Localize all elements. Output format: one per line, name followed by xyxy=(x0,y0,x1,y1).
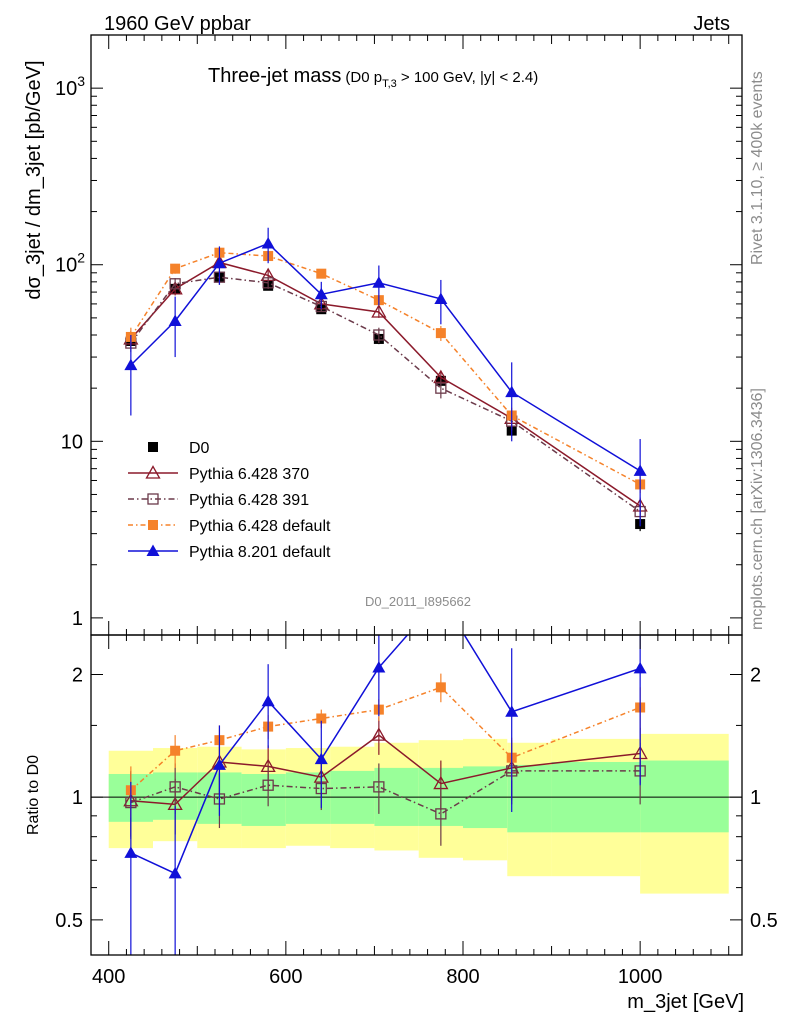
data-point xyxy=(168,314,182,327)
data-point xyxy=(314,287,328,300)
data-point xyxy=(212,256,226,269)
ratio-y-tick-label: 1 xyxy=(72,787,83,809)
svg-text:Rivet 3.1.10, ≥ 400k events: Rivet 3.1.10, ≥ 400k events xyxy=(749,71,766,265)
ratio-point xyxy=(261,694,275,707)
ratio-panel: 0.5 0.5 1 1 2 2 400 600 800 1000 xyxy=(55,634,778,988)
legend-label: Pythia 6.428 default xyxy=(189,518,331,535)
ratio-point xyxy=(435,808,447,820)
ratio-point xyxy=(316,713,327,724)
legend-item: Pythia 6.428 370 xyxy=(128,465,309,483)
ratio-point xyxy=(168,866,182,879)
data-point xyxy=(435,382,447,394)
ratio-point xyxy=(373,781,385,793)
rivet-version-label: Rivet 3.1.10, ≥ 400k events xyxy=(749,71,766,265)
data-point xyxy=(316,268,327,279)
ratio-y-tick-label: 0.5 xyxy=(55,910,83,932)
x-tick-label: 600 xyxy=(269,966,302,988)
data-point xyxy=(169,278,181,290)
analysis-id: D0_2011_I895662 xyxy=(365,594,471,609)
y-tick-label: 102 xyxy=(55,250,85,277)
chart-title: Three-jet mass (D0 pT,3 > 100 GeV, |y| < … xyxy=(208,65,538,90)
legend-item: D0 xyxy=(148,440,210,457)
y-tick-label: 10 xyxy=(61,431,83,453)
series-line xyxy=(130,242,641,472)
ylabel-ratio: Ratio to D0 xyxy=(25,755,42,835)
xlabel: m_3jet [GeV] xyxy=(627,991,744,1013)
legend-marker xyxy=(147,493,159,505)
ratio-point xyxy=(505,705,519,717)
ratio-point xyxy=(371,727,387,741)
ratio-series-3 xyxy=(124,635,647,955)
series-4 xyxy=(124,227,647,527)
mcplots-label: mcplots.cern.ch [arXiv:1306.3436] xyxy=(749,388,766,630)
y-tick-label: 1 xyxy=(72,608,83,630)
svg-text:Three-jet mass(D0 pT,3 > 100 G: Three-jet mass (D0 pT,3 > 100 GeV, |y| < … xyxy=(208,65,538,90)
ratio-y-tick-label-right: 1 xyxy=(750,787,761,809)
ratio-y-tick-label-right: 2 xyxy=(750,664,761,686)
data-point xyxy=(435,328,446,339)
legend-label: Pythia 6.428 370 xyxy=(189,466,309,483)
uncertainty-band-green xyxy=(507,764,552,833)
legend-item: Pythia 6.428 default xyxy=(128,518,331,535)
ratio-point xyxy=(262,779,274,791)
legend-item: Pythia 8.201 default xyxy=(128,544,331,561)
ratio-point xyxy=(435,682,446,693)
header-left: 1960 GeV ppbar xyxy=(104,13,251,35)
legend-marker xyxy=(148,520,158,530)
x-tick-label: 400 xyxy=(92,966,125,988)
data-point xyxy=(633,464,647,476)
series-2 xyxy=(125,270,646,522)
data-point xyxy=(262,277,274,289)
ratio-y-tick-label: 2 xyxy=(72,664,83,686)
ratio-point xyxy=(124,846,138,858)
data-point xyxy=(505,385,519,398)
ratio-point xyxy=(633,661,647,674)
legend-item: Pythia 6.428 391 xyxy=(128,492,309,509)
ratio-point xyxy=(212,758,226,770)
ratio-point xyxy=(372,661,386,673)
data-point xyxy=(373,329,385,341)
uncertainty-band-green xyxy=(640,760,729,833)
svg-text:dσ_3jet / dm_3jet [pb/GeV]: dσ_3jet / dm_3jet [pb/GeV] xyxy=(23,60,45,299)
ratio-point xyxy=(314,752,328,765)
legend: D0 Pythia 6.428 370 Pythia 6.428 391 Pythia… xyxy=(128,440,331,561)
data-point xyxy=(261,236,275,249)
data-point xyxy=(371,304,387,318)
legend-marker xyxy=(146,544,160,556)
ylabel-main: dσ_3jet / dm_3jet [pb/GeV] xyxy=(23,60,45,299)
legend-label: Pythia 6.428 391 xyxy=(189,492,309,509)
data-point xyxy=(434,292,448,304)
data-point xyxy=(170,263,181,274)
ratio-y-tick-label-right: 0.5 xyxy=(750,910,778,932)
legend-label: D0 xyxy=(189,440,210,457)
legend-label: Pythia 8.201 default xyxy=(189,544,331,561)
legend-marker xyxy=(145,465,161,479)
header-right: Jets xyxy=(693,13,730,35)
ratio-frame xyxy=(90,634,743,956)
x-tick-label: 800 xyxy=(446,966,479,988)
ratio-point xyxy=(170,745,181,756)
data-point xyxy=(372,276,386,288)
svg-text:Ratio to D0: Ratio to D0 xyxy=(25,755,42,835)
main-panel: 1 10 102 103 xyxy=(55,34,743,636)
y-tick-label: 103 xyxy=(55,73,85,100)
svg-text:mcplots.cern.ch [arXiv:1306.34: mcplots.cern.ch [arXiv:1306.3436] xyxy=(749,388,766,630)
uncertainty-band-green xyxy=(285,772,331,824)
x-tick-label: 1000 xyxy=(618,966,663,988)
legend-marker xyxy=(148,442,158,452)
data-point xyxy=(124,358,138,371)
ratio-point xyxy=(169,781,181,793)
